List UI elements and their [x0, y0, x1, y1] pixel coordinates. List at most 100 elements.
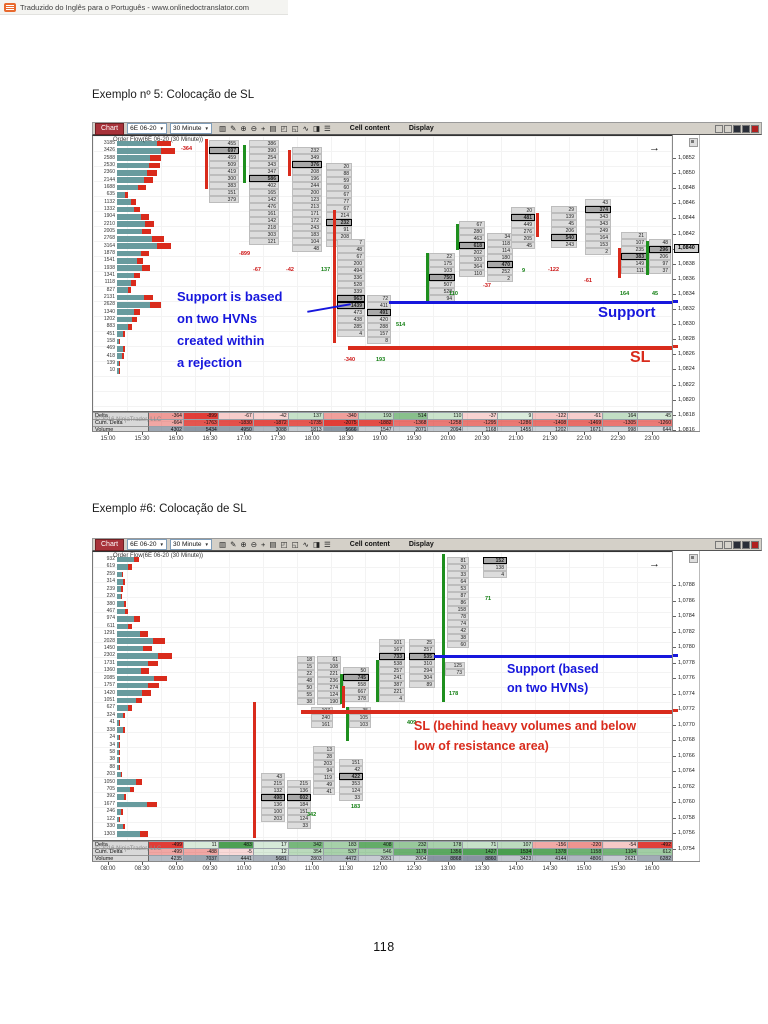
footprint-cell: 214: [326, 212, 352, 219]
footprint-cell: 124: [339, 787, 363, 794]
template-icon[interactable]: ◨: [312, 124, 321, 133]
maximize-button[interactable]: [733, 124, 741, 133]
edge-button[interactable]: [751, 540, 759, 549]
zoom-out-icon[interactable]: ⊖: [250, 124, 257, 133]
zoom-out-icon[interactable]: ⊖: [250, 540, 257, 549]
profile-volume-value: 1541: [103, 257, 115, 264]
footprint-cell: 97: [649, 260, 671, 267]
axis-settings-icon[interactable]: [689, 554, 698, 563]
panel-icon[interactable]: ◰: [280, 540, 288, 549]
footprint-cell: 252: [487, 268, 513, 275]
symbol-select[interactable]: 6E 06-20 ▼: [127, 539, 167, 550]
translator-bar[interactable]: Traduzido do Inglês para o Português - w…: [0, 0, 288, 15]
support-line: [434, 655, 672, 658]
page-icon[interactable]: ▤: [269, 124, 277, 133]
candle-red-bar: [342, 686, 345, 708]
support-note: Support is based on two HVNs created withi…: [177, 289, 283, 370]
summary-value-cell: -42: [253, 412, 289, 419]
profile-volume-value: 418: [106, 352, 115, 359]
time-tick: [550, 432, 551, 435]
display-label[interactable]: Display: [408, 541, 434, 548]
delta-annotation: -42: [286, 267, 294, 273]
profile-bar: [117, 734, 119, 741]
footprint-cell: 411: [367, 302, 391, 309]
summary-value-cell: 178: [428, 841, 464, 848]
axis-settings-icon[interactable]: [689, 138, 698, 147]
profile-bar-red-tip: [122, 712, 125, 719]
symbol-select[interactable]: 6E 06-20 ▼: [127, 123, 167, 134]
edge-button[interactable]: [751, 124, 759, 133]
profile-bar: [117, 155, 150, 161]
summary-value-cell: 3423: [498, 854, 534, 861]
hvn-cell: 750: [429, 274, 455, 281]
interval-select[interactable]: 30 Minute ▼: [169, 539, 212, 550]
profile-volume-value: 380: [106, 600, 115, 607]
panel-icon[interactable]: ◰: [280, 124, 288, 133]
list-icon[interactable]: ☰: [324, 540, 331, 549]
profile-volume-value: 2144: [103, 176, 115, 183]
zoom-in-icon[interactable]: ⊕: [240, 124, 247, 133]
delta-annotation: 71: [485, 596, 492, 602]
scroll-to-latest-arrow[interactable]: →: [649, 558, 660, 570]
zigzag-icon[interactable]: ∿: [302, 540, 309, 549]
maximize-button[interactable]: [733, 540, 741, 549]
minimize-button[interactable]: [715, 124, 723, 133]
price-tick: [673, 693, 676, 695]
scroll-to-latest-arrow[interactable]: →: [649, 142, 660, 154]
time-tick: [278, 862, 279, 865]
price-axis[interactable]: 1,0852 1,0850 1,0848 1,0846 1,0844 1,0842 1,08…: [672, 135, 700, 431]
display-label[interactable]: Display: [408, 125, 434, 132]
snapshot-icon[interactable]: ◱: [291, 124, 299, 133]
cell-content-label[interactable]: Cell content: [349, 125, 390, 132]
bar-chart-icon[interactable]: ▥: [219, 540, 227, 549]
profile-bar: [117, 192, 126, 198]
candle-green-bar: [376, 660, 379, 702]
price-axis[interactable]: 1,0788 1,0786 1,0784 1,0782 1,0780 1,0778 1,07…: [672, 551, 700, 861]
time-label: 11:00: [304, 866, 320, 872]
crosshair-icon[interactable]: +: [260, 540, 266, 549]
price-tick: [673, 263, 676, 265]
price-tick: [673, 755, 676, 757]
pencil-icon[interactable]: ✎: [230, 124, 237, 133]
price-label: 1,0826: [678, 351, 695, 358]
delta-annotation: 409: [407, 720, 417, 726]
snapshot-icon[interactable]: ◱: [291, 540, 299, 549]
chart-plot-area[interactable]: Order Flow(6E 06-20 (30 Minute)) 3185 3426…: [92, 135, 672, 431]
cell-content-label[interactable]: Cell content: [349, 541, 390, 548]
chart-button[interactable]: Chart: [95, 122, 125, 135]
summary-value-cell: 110: [428, 412, 464, 419]
pencil-icon[interactable]: ✎: [230, 540, 237, 549]
profile-bar-red-tip: [140, 831, 149, 837]
close-button[interactable]: [742, 124, 750, 133]
profile-volume-value: 1341: [103, 271, 115, 278]
interval-select[interactable]: 30 Minute ▼: [169, 123, 212, 134]
list-icon[interactable]: ☰: [324, 124, 331, 133]
zigzag-icon[interactable]: ∿: [302, 124, 309, 133]
profile-bar-red-tip: [152, 236, 164, 242]
minimize-button[interactable]: [715, 540, 723, 549]
chart-button[interactable]: Chart: [95, 538, 125, 551]
footprint-cell: 67: [326, 205, 352, 212]
bar-chart-icon[interactable]: ▥: [219, 124, 227, 133]
zoom-in-icon[interactable]: ⊕: [240, 540, 247, 549]
profile-bar: [117, 794, 125, 800]
footprint-cell: 206: [649, 253, 671, 260]
time-tick: [482, 432, 483, 435]
summary-value-cell: 12: [253, 847, 289, 855]
footprint-cell: 81: [447, 557, 469, 564]
price-label: 1,0846: [678, 200, 695, 207]
price-label: 1,0834: [678, 290, 695, 297]
current-price-label: 1,0840: [678, 245, 695, 252]
close-button[interactable]: [742, 540, 750, 549]
profile-bar: [117, 742, 119, 748]
profile-bar-red-tip: [122, 346, 125, 352]
profile-bar: [117, 177, 145, 183]
page-icon[interactable]: ▤: [269, 540, 277, 549]
time-label: 15:30: [610, 866, 626, 872]
chart-plot-area[interactable]: Order Flow(6E 06-20 (30 Minute)) 932 619 25…: [92, 551, 672, 861]
restore-button[interactable]: [724, 540, 732, 549]
crosshair-icon[interactable]: +: [260, 124, 266, 133]
footprint-cell: 151: [287, 808, 311, 815]
template-icon[interactable]: ◨: [312, 540, 321, 549]
restore-button[interactable]: [724, 124, 732, 133]
